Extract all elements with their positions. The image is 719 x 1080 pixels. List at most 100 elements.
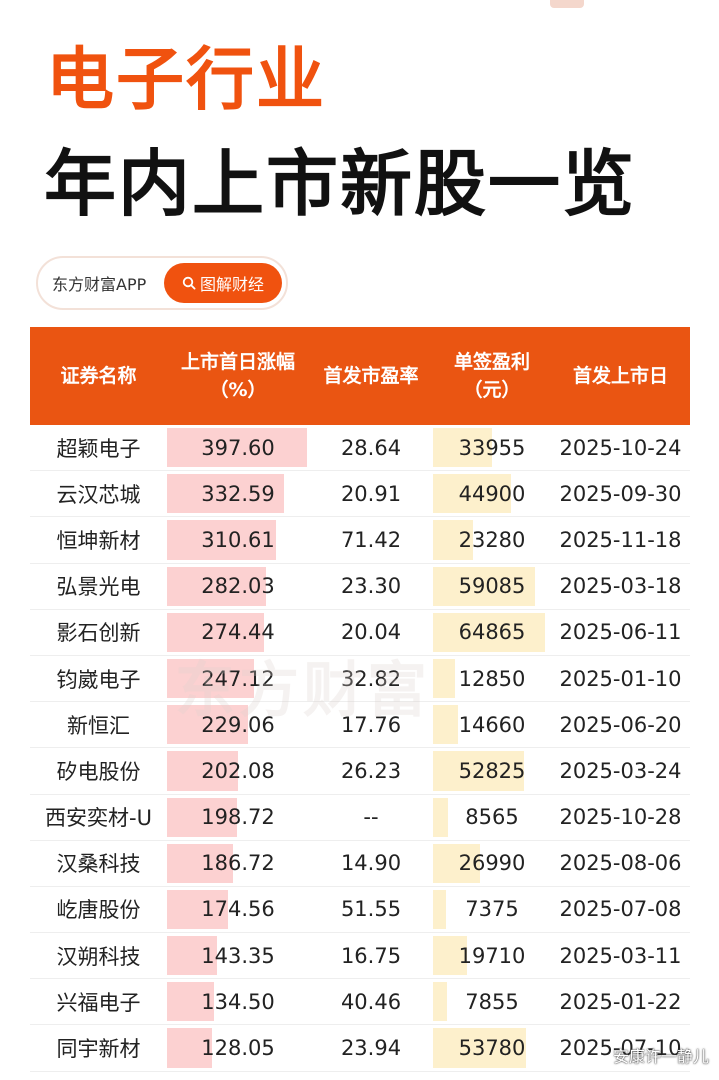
profit-bar — [433, 936, 468, 976]
table-row: 超颖电子 397.60 28.64 33955 2025-10-24 — [30, 425, 690, 472]
table-row: 云汉芯城 332.59 20.91 44900 2025-09-30 — [30, 471, 690, 518]
cell-name: 汉桑科技 — [30, 841, 167, 886]
cell-first-day-gain-text: 332.59 — [201, 481, 275, 506]
profit-bar — [433, 474, 511, 514]
cell-lot-profit-text: 23280 — [458, 527, 526, 552]
cell-first-day-gain-text: 202.08 — [201, 758, 275, 783]
profit-bar — [433, 520, 474, 560]
gain-bar — [167, 566, 267, 606]
profit-bar — [433, 889, 446, 930]
cell-list-date: 2025-06-11 — [551, 610, 690, 655]
cell-lot-profit: 44900 — [433, 471, 551, 516]
cell-lot-profit-text: 7855 — [465, 989, 519, 1014]
cell-lot-profit: 64865 — [433, 610, 551, 655]
cell-name-text: 汉朔科技 — [56, 944, 141, 969]
cell-first-day-gain-text: 274.44 — [201, 620, 275, 645]
signature: 安康许一静儿 — [612, 1047, 709, 1066]
cell-ipo-pe-text: 40.46 — [340, 989, 402, 1014]
header-ipo-pe: 首发市盈率 — [309, 327, 433, 425]
cell-lot-profit: 33955 — [433, 425, 551, 470]
cell-lot-profit-text: 8565 — [465, 805, 519, 830]
header-label: 上市首日涨幅 （%） — [180, 351, 295, 401]
gain-bar — [167, 936, 218, 976]
cell-list-date-text: 2025-06-11 — [559, 620, 682, 645]
cell-lot-profit-text: 19710 — [458, 943, 526, 968]
cell-first-day-gain: 229.06 — [167, 702, 309, 747]
cell-list-date-text: 2025-03-24 — [559, 758, 682, 783]
cell-name: 兴福电子 — [30, 979, 167, 1024]
cell-list-date: 2025-01-10 — [551, 656, 690, 701]
cell-name-text: 西安奕材-U — [45, 806, 152, 831]
cell-ipo-pe-text: 16.75 — [340, 943, 402, 968]
cell-first-day-gain: 128.05 — [167, 1025, 309, 1070]
profit-bar — [433, 658, 456, 699]
graphic-finance-button[interactable]: 图解财经 — [164, 263, 282, 303]
cell-list-date-text: 2025-11-18 — [559, 527, 682, 552]
cell-lot-profit: 53780 — [433, 1025, 551, 1070]
gain-bar — [167, 797, 237, 837]
profit-bar — [433, 428, 492, 468]
cell-lot-profit: 7855 — [433, 979, 551, 1024]
decoration-mark — [550, 0, 584, 8]
cell-list-date-text: 2025-03-18 — [559, 574, 682, 599]
cell-list-date-text: 2025-10-28 — [559, 805, 682, 830]
cell-lot-profit-text: 14660 — [458, 712, 526, 737]
gain-bar — [167, 982, 215, 1022]
header-first-day-gain: 上市首日涨幅 （%） — [167, 327, 309, 425]
cell-first-day-gain-text: 310.61 — [201, 527, 275, 552]
cell-lot-profit: 14660 — [433, 702, 551, 747]
cell-lot-profit-text: 44900 — [458, 481, 526, 506]
profit-bar — [433, 751, 525, 791]
cell-ipo-pe-text: 23.30 — [340, 574, 402, 599]
cell-first-day-gain-text: 282.03 — [201, 574, 275, 599]
graphic-finance-label: 图解财经 — [199, 275, 264, 294]
profit-bar — [433, 843, 480, 883]
cell-name-text: 钧崴电子 — [56, 667, 141, 692]
cell-lot-profit-text: 7375 — [465, 897, 519, 922]
cell-name-text: 云汉芯城 — [56, 482, 141, 507]
cell-first-day-gain-text: 198.72 — [201, 805, 275, 830]
cell-ipo-pe: -- — [309, 795, 433, 840]
cell-name: 云汉芯城 — [30, 471, 167, 516]
cell-list-date: 2025-10-28 — [551, 795, 690, 840]
cell-lot-profit-text: 26990 — [458, 851, 526, 876]
gain-bar — [167, 843, 233, 883]
table-row: 恒坤新材 310.61 71.42 23280 2025-11-18 — [30, 517, 690, 564]
cell-list-date: 2025-01-22 — [551, 979, 690, 1024]
profit-bar — [433, 797, 448, 837]
cell-name-text: 超颖电子 — [56, 436, 141, 461]
cell-lot-profit: 8565 — [433, 795, 551, 840]
cell-list-date: 2025-08-06 — [551, 841, 690, 886]
cell-lot-profit: 26990 — [433, 841, 551, 886]
cell-first-day-gain-text: 128.05 — [201, 1036, 275, 1061]
cell-ipo-pe-text: 51.55 — [340, 897, 402, 922]
table-row: 钧崴电子 247.12 32.82 12850 2025-01-10 — [30, 656, 690, 703]
cell-name: 超颖电子 — [30, 425, 167, 470]
cell-ipo-pe-text: 71.42 — [340, 527, 402, 552]
cell-name-text: 新恒汇 — [67, 713, 130, 738]
gain-bar — [167, 612, 264, 652]
profit-bar — [433, 982, 447, 1022]
cell-ipo-pe: 17.76 — [309, 702, 433, 747]
cell-name-text: 汉桑科技 — [56, 852, 141, 877]
table-row: 汉桑科技 186.72 14.90 26990 2025-08-06 — [30, 841, 690, 887]
cell-first-day-gain-text: 397.60 — [201, 435, 275, 460]
cell-name: 弘景光电 — [30, 564, 167, 609]
ipo-table: 证券名称 上市首日涨幅 （%） 首发市盈率 单签盈利 （元） 首发上市日 超颖电… — [30, 327, 690, 1072]
cell-name: 同宇新材 — [30, 1025, 167, 1070]
table-row: 西安奕材-U 198.72 -- 8565 2025-10-28 — [30, 795, 690, 841]
cell-list-date-text: 2025-10-24 — [559, 435, 682, 460]
cell-list-date: 2025-03-24 — [551, 748, 690, 793]
header-lot-profit: 单签盈利 （元） — [433, 327, 551, 425]
cell-ipo-pe: 20.91 — [309, 471, 433, 516]
cell-ipo-pe-text: 32.82 — [340, 666, 402, 691]
cell-first-day-gain: 247.12 — [167, 656, 309, 701]
gain-bar — [167, 520, 277, 560]
cell-ipo-pe-text: -- — [363, 805, 379, 830]
cell-name-text: 弘景光电 — [56, 575, 141, 600]
cell-lot-profit: 7375 — [433, 887, 551, 932]
cell-lot-profit: 19710 — [433, 933, 551, 978]
header-label: 首发上市日 — [572, 365, 668, 387]
cell-first-day-gain-text: 229.06 — [201, 712, 275, 737]
cell-ipo-pe: 23.94 — [309, 1025, 433, 1070]
